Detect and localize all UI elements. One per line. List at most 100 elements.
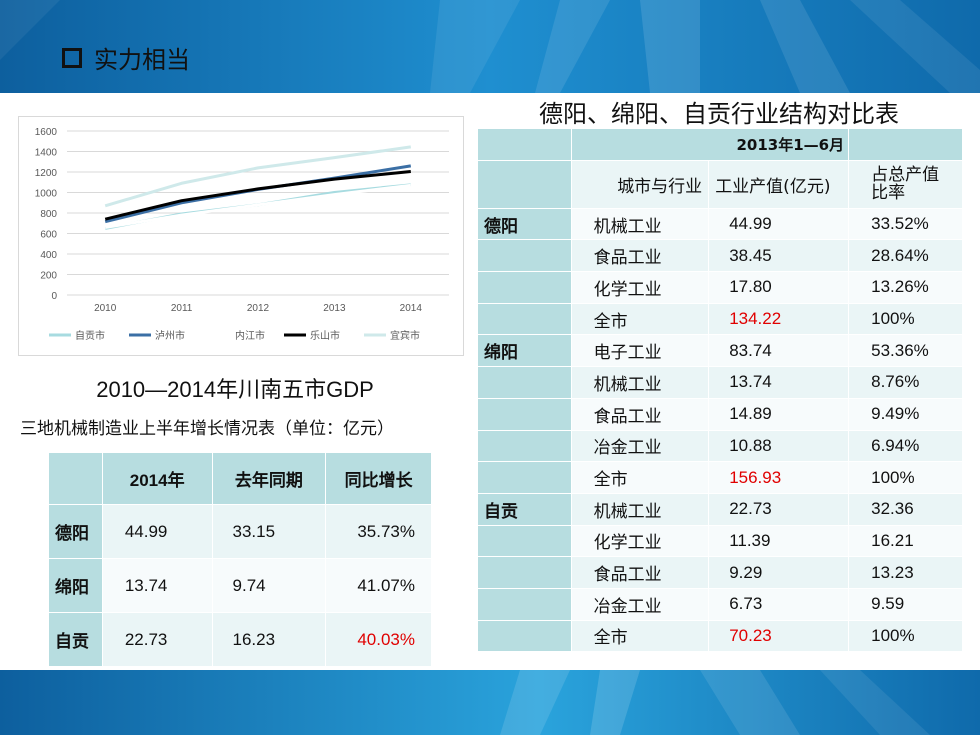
legend-label: 乐山市 [310, 329, 340, 342]
industry-ratio: 100% [848, 619, 963, 653]
table-row: 全市 70.23 100% [477, 619, 963, 653]
industry-value: 11.39 [708, 524, 850, 558]
row-city [477, 397, 572, 431]
bottom-banner [0, 670, 980, 735]
industry-value: 9.29 [708, 556, 850, 589]
industry-ratio: 53.36% [848, 334, 963, 368]
chart-svg: 0 200 400 600 800 1000 1200 1400 1600 2010 2011 201… [35, 127, 449, 342]
industry-name: 化学工业 [570, 271, 710, 304]
table-row: 食品工业 14.89 9.49% [477, 397, 963, 431]
table-header-cell: 城市与行业 [570, 159, 710, 209]
industry-value: 22.73 [708, 492, 850, 526]
table-header-row: 2014年 去年同期 同比增长 [48, 452, 432, 505]
legend-label: 内江市 [235, 329, 265, 342]
row-city [477, 239, 572, 273]
y-tick-label: 1200 [35, 168, 58, 179]
series-line [104, 183, 411, 229]
value-growth: 41.07% [325, 558, 432, 613]
industry-ratio: 13.26% [848, 271, 963, 304]
row-city: 自贡 [477, 492, 572, 526]
industry-value: 134.22 [708, 302, 850, 336]
industry-ratio: 13.23 [848, 556, 963, 589]
value-2014: 13.74 [101, 558, 213, 613]
row-city [477, 429, 572, 463]
industry-value: 44.99 [708, 207, 850, 241]
value-2014: 22.73 [101, 612, 213, 667]
row-city [477, 587, 572, 621]
industry-name: 全市 [570, 302, 710, 336]
value-last-year: 16.23 [211, 612, 327, 667]
table-row: 冶金工业 10.88 6.94% [477, 429, 963, 463]
row-city [477, 619, 572, 653]
x-tick-label: 2011 [171, 303, 193, 314]
table-row: 食品工业 38.45 28.64% [477, 239, 963, 273]
row-city [477, 461, 572, 494]
table-header-cell [848, 128, 963, 161]
row-city [477, 302, 572, 336]
right-table-caption: 德阳、绵阳、自贡行业结构对比表 [539, 100, 899, 128]
table-row: 全市 156.93 100% [477, 461, 963, 494]
table-row: 全市 134.22 100% [477, 302, 963, 336]
value-last-year: 9.74 [211, 558, 327, 613]
row-city: 绵阳 [48, 558, 103, 613]
row-city: 德阳 [477, 207, 572, 241]
slide-title-text: 实力相当 [94, 46, 190, 74]
table-row: 德阳 44.99 33.15 35.73% [48, 504, 432, 559]
x-tick-label: 2013 [323, 303, 346, 314]
industry-ratio: 9.49% [848, 397, 963, 431]
industry-ratio: 8.76% [848, 366, 963, 399]
row-city: 自贡 [48, 612, 103, 667]
row-city: 德阳 [48, 504, 103, 559]
growth-table: 2014年 去年同期 同比增长 德阳 44.99 33.15 35.73% 绵阳… [48, 452, 432, 667]
table-header-cell [477, 159, 572, 209]
period-header: 2013年1—6月 [570, 128, 850, 161]
industry-structure-table: 2013年1—6月 城市与行业 工业产值(亿元) 占总产值比率 德阳 机械工业 44.99… [477, 128, 963, 653]
left-table-caption: 三地机械制造业上半年增长情况表（单位：亿元） [20, 419, 394, 439]
legend-label: 宜宾市 [390, 329, 420, 342]
table-row: 机械工业 13.74 8.76% [477, 366, 963, 399]
table-header-cell: 去年同期 [211, 452, 327, 505]
industry-name: 食品工业 [570, 397, 710, 431]
industry-value: 156.93 [708, 461, 850, 494]
table-row: 自贡 机械工业 22.73 32.36 [477, 492, 963, 526]
industry-name: 全市 [570, 619, 710, 653]
industry-value: 38.45 [708, 239, 850, 273]
table-row: 自贡 22.73 16.23 40.03% [48, 612, 432, 667]
industry-name: 冶金工业 [570, 587, 710, 621]
legend-label: 自贡市 [75, 329, 105, 342]
industry-value: 14.89 [708, 397, 850, 431]
industry-name: 化学工业 [570, 524, 710, 558]
table-row: 绵阳 电子工业 83.74 53.36% [477, 334, 963, 368]
industry-ratio: 33.52% [848, 207, 963, 241]
industry-value: 10.88 [708, 429, 850, 463]
table-row: 冶金工业 6.73 9.59 [477, 587, 963, 621]
industry-name: 冶金工业 [570, 429, 710, 463]
table-row: 食品工业 9.29 13.23 [477, 556, 963, 589]
y-tick-label: 400 [40, 250, 57, 261]
value-2014: 44.99 [101, 504, 213, 559]
table-row: 化学工业 11.39 16.21 [477, 524, 963, 558]
gdp-line-chart: 0 200 400 600 800 1000 1200 1400 1600 2010 2011 201… [18, 116, 464, 356]
industry-value: 13.74 [708, 366, 850, 399]
table-header-cell: 工业产值(亿元) [708, 159, 850, 209]
y-tick-label: 200 [40, 271, 57, 282]
industry-ratio: 100% [848, 302, 963, 336]
y-tick-label: 1600 [35, 127, 58, 138]
industry-ratio: 32.36 [848, 492, 963, 526]
industry-name: 电子工业 [570, 334, 710, 368]
industry-name: 机械工业 [570, 366, 710, 399]
y-tick-label: 1400 [35, 148, 58, 159]
table-header-cell [48, 452, 103, 505]
industry-ratio: 9.59 [848, 587, 963, 621]
industry-ratio: 16.21 [848, 524, 963, 558]
right-table-body: 城市与行业 工业产值(亿元) 占总产值比率 德阳 机械工业 44.99 33.52% 食品工业… [477, 159, 963, 653]
industry-name: 全市 [570, 461, 710, 494]
row-city [477, 556, 572, 589]
y-tick-label: 800 [40, 209, 57, 220]
industry-ratio: 100% [848, 461, 963, 494]
industry-ratio: 28.64% [848, 239, 963, 273]
industry-value: 83.74 [708, 334, 850, 368]
x-tick-label: 2010 [94, 303, 117, 314]
row-city [477, 271, 572, 304]
row-city [477, 366, 572, 399]
